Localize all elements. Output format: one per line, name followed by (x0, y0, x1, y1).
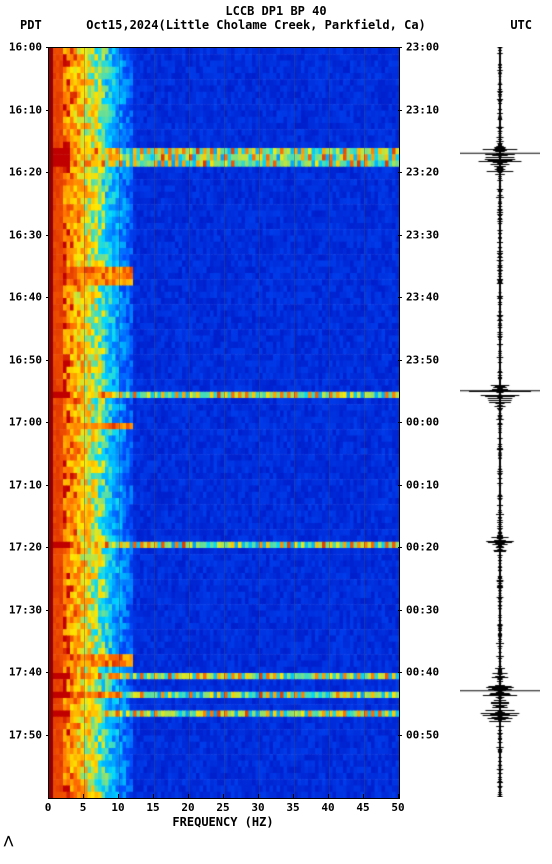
ytick-label: 00:50 (406, 728, 439, 741)
ytick-label: 16:30 (9, 228, 42, 241)
ytick-label: 23:00 (406, 41, 439, 54)
site-info: Oct15,2024(Little Cholame Creek, Parkfie… (42, 18, 511, 32)
y-axis-right: 23:0023:1023:2023:3023:4023:5000:0000:10… (402, 47, 448, 797)
ytick-label: 00:30 (406, 603, 439, 616)
xtick-label: 25 (216, 801, 229, 814)
ytick-label: 17:50 (9, 728, 42, 741)
waveform (460, 47, 540, 797)
spectrogram (48, 47, 400, 799)
ytick-label: 00:20 (406, 541, 439, 554)
ytick-label: 00:00 (406, 416, 439, 429)
x-axis: FREQUENCY (HZ) 05101520253035404550 (48, 797, 398, 837)
ytick-label: 23:50 (406, 353, 439, 366)
xtick-label: 35 (286, 801, 299, 814)
ytick-label: 16:20 (9, 166, 42, 179)
xtick-label: 15 (146, 801, 159, 814)
ytick-label: 16:50 (9, 353, 42, 366)
ytick-label: 17:40 (9, 666, 42, 679)
ytick-label: 00:10 (406, 478, 439, 491)
plot-area: 16:00 16:10 16:20 16:30 16:40 16:50 17:00 17:10… (0, 32, 552, 852)
footer-glyph: ⋀ (4, 834, 13, 847)
header: LCCB DP1 BP 40 PDT Oct15,2024(Little Cho… (0, 0, 552, 32)
xtick-label: 20 (181, 801, 194, 814)
ytick-label: 17:30 (9, 603, 42, 616)
ytick-label: 23:20 (406, 166, 439, 179)
subtitle: PDT Oct15,2024(Little Cholame Creek, Par… (0, 18, 552, 32)
x-label: FREQUENCY (HZ) (172, 815, 273, 829)
ytick-label: 16:40 (9, 291, 42, 304)
ytick-label: 16:10 (9, 103, 42, 116)
ytick-label: 23:30 (406, 228, 439, 241)
xtick-label: 40 (321, 801, 334, 814)
xtick-label: 50 (391, 801, 404, 814)
ytick-label: 17:10 (9, 478, 42, 491)
ytick-label: 16:00 (9, 41, 42, 54)
y-axis-left: 16:0016:1016:2016:3016:4016:5017:0017:10… (0, 47, 46, 797)
ytick-label: 17:20 (9, 541, 42, 554)
xtick-label: 0 (45, 801, 52, 814)
ytick-label: 17:00 (9, 416, 42, 429)
tz-right: UTC (510, 18, 532, 32)
ytick-label: 23:40 (406, 291, 439, 304)
xtick-label: 45 (356, 801, 369, 814)
ytick-label: 23:10 (406, 103, 439, 116)
xtick-label: 5 (80, 801, 87, 814)
ytick-label: 00:40 (406, 666, 439, 679)
title: LCCB DP1 BP 40 (0, 4, 552, 18)
tz-left: PDT (20, 18, 42, 32)
xtick-label: 30 (251, 801, 264, 814)
xtick-label: 10 (111, 801, 124, 814)
